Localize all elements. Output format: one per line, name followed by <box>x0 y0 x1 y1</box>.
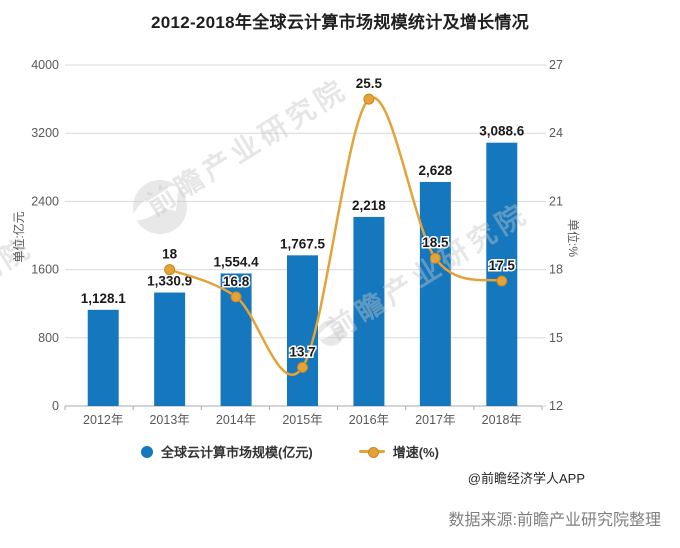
right-axis-tick: 12 <box>549 399 563 413</box>
growth-value-label: 25.5 <box>356 76 383 91</box>
growth-value-label: 17.5 <box>489 258 516 273</box>
left-axis-tick: 3200 <box>31 126 59 140</box>
left-axis-tick: 1600 <box>31 263 59 277</box>
right-axis-tick: 18 <box>549 263 563 277</box>
x-axis-label: 2012年 <box>83 413 123 427</box>
bar-value-label: 2,218 <box>352 198 386 213</box>
growth-line-point <box>429 252 441 264</box>
x-axis-label: 2014年 <box>216 413 256 427</box>
x-axis-label: 2017年 <box>415 413 455 427</box>
bar-2017年 <box>419 181 451 406</box>
legend-label-market-size: 全球云计算市场规模(亿元) <box>161 445 313 460</box>
bar-value-label: 1,330.9 <box>147 274 192 289</box>
source-label: 数据来源:前瞻产业研究院整理 <box>448 512 661 529</box>
growth-line-point <box>230 291 242 303</box>
legend: 全球云计算市场规模(亿元) 增速(%) <box>50 442 530 461</box>
growth-line-point <box>496 275 508 287</box>
left-axis-title: 单位:亿元 <box>12 211 26 263</box>
bar-series-dot-icon <box>141 445 154 458</box>
growth-line-point <box>297 361 308 373</box>
bar-value-label: 3,088.6 <box>479 124 525 139</box>
bar-value-label: 1,767.5 <box>280 236 326 251</box>
bar-value-label: 1,128.1 <box>81 291 127 306</box>
right-axis-tick: 24 <box>549 126 563 140</box>
legend-item-market-size: 全球云计算市场规模(亿元) <box>141 442 313 461</box>
growth-line-point <box>164 264 176 276</box>
right-axis-tick: 27 <box>549 58 563 72</box>
right-axis-tick: 21 <box>549 194 563 208</box>
x-axis-label: 2016年 <box>349 413 389 427</box>
chart-title: 2012-2018年全球云计算市场规模统计及增长情况 <box>150 13 530 32</box>
growth-value-label: 13.7 <box>289 344 315 359</box>
growth-value-label: 18.5 <box>422 235 449 250</box>
legend-item-growth-rate: 增速(%) <box>358 442 439 461</box>
bar-2013年 <box>154 292 186 406</box>
x-axis-label: 2015年 <box>282 413 322 427</box>
left-axis-tick: 800 <box>38 331 59 345</box>
right-axis-tick: 15 <box>549 331 563 345</box>
left-axis-tick: 2400 <box>31 194 59 208</box>
x-axis-label: 2018年 <box>482 413 522 427</box>
bar-2016年 <box>353 216 385 406</box>
growth-value-label: 18 <box>162 247 178 262</box>
bar-2012年 <box>87 309 119 406</box>
line-series-marker-icon <box>358 447 385 458</box>
x-axis-label: 2013年 <box>149 413 189 427</box>
legend-label-growth-rate: 增速(%) <box>392 445 439 460</box>
bar-2018年 <box>486 142 518 407</box>
bar-value-label: 2,628 <box>418 163 452 178</box>
credit-label: @前瞻经济学人APP <box>467 471 585 486</box>
left-axis-tick: 4000 <box>31 58 59 72</box>
bar-2015年 <box>287 255 318 406</box>
growth-value-label: 16.8 <box>223 274 250 289</box>
right-axis-title: 单位:% <box>566 218 580 257</box>
growth-line <box>169 96 503 376</box>
left-axis-tick: 0 <box>52 399 59 413</box>
growth-line-point <box>363 93 375 105</box>
bar-value-label: 1,554.4 <box>214 254 260 269</box>
